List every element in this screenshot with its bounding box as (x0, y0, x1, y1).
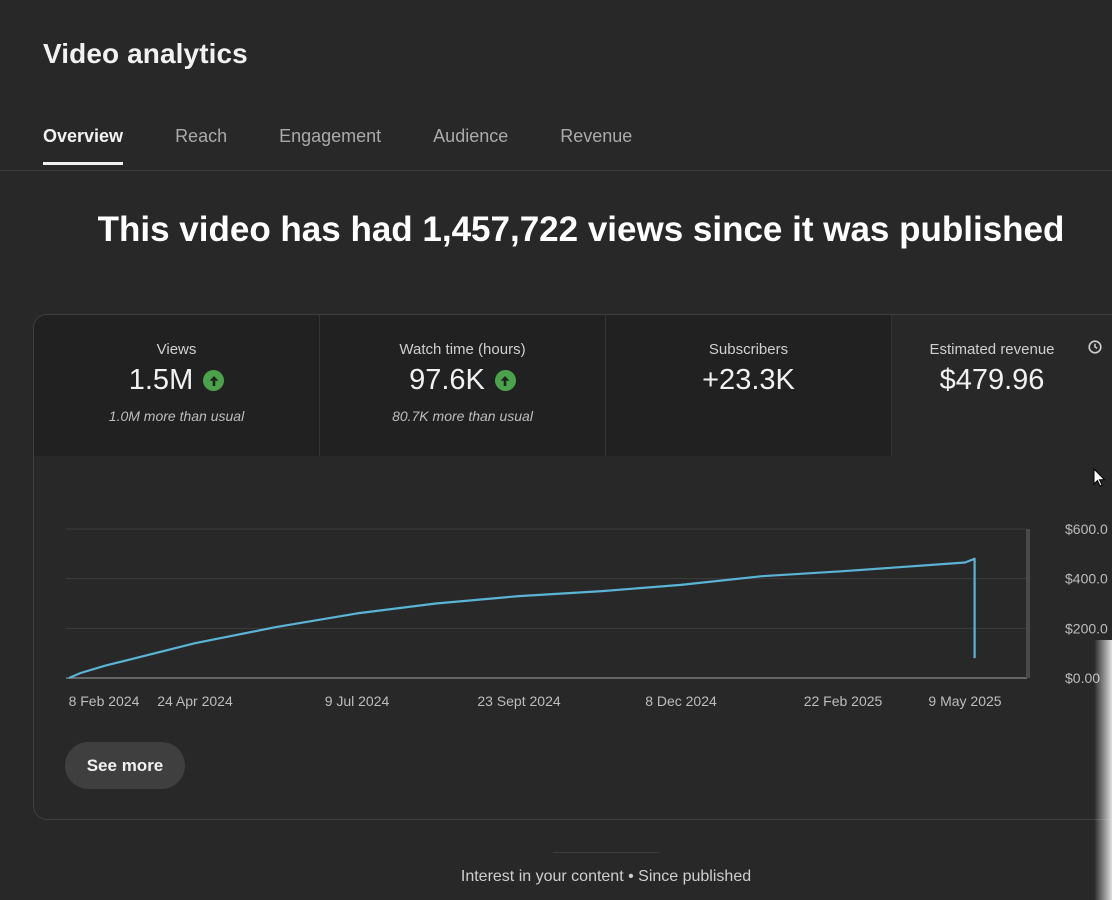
y-tick-label: $0.00 (1065, 670, 1100, 686)
metric-estimated-revenue[interactable]: Estimated revenue $479.96 (892, 315, 1112, 456)
tab-audience[interactable]: Audience (433, 126, 509, 146)
views-headline: This video has had 1,457,722 views since… (97, 210, 1065, 249)
edge-shade (1094, 640, 1112, 900)
y-tick-label: $600.0 (1065, 521, 1108, 537)
mouse-cursor-icon (1093, 467, 1106, 493)
see-more-button[interactable]: See more (65, 742, 185, 789)
metric-value: $479.96 (939, 364, 1045, 396)
y-tick-label: $200.0 (1065, 620, 1108, 636)
latest-period-marker (1026, 529, 1030, 678)
arrow-up-icon (203, 370, 225, 391)
tab-overview[interactable]: Overview (43, 116, 124, 165)
metric-views[interactable]: Views 1.5M 1.0M more than usual (34, 315, 320, 456)
metric-watch-time[interactable]: Watch time (hours) 97.6K 80.7K more than… (320, 315, 606, 456)
y-tick-label: $400.0 (1065, 571, 1108, 587)
revenue-series-line (68, 557, 976, 680)
metric-value: 1.5M (128, 364, 194, 396)
page-title: Video analytics (43, 38, 248, 69)
clock-icon[interactable] (1088, 340, 1102, 359)
metric-label: Views (156, 341, 197, 358)
x-tick-label: 8 Feb 2024 (69, 693, 140, 709)
metric-value: 97.6K (409, 364, 485, 396)
metrics-row: Views 1.5M 1.0M more than usual Watch ti… (34, 315, 1112, 456)
tab-reach[interactable]: Reach (175, 126, 228, 146)
revenue-line-chart: $600.0 $400.0 $200.0 $0.00 8 Feb 2024 24 Apr … (66, 521, 1108, 709)
x-tick-label: 22 Feb 2025 (804, 693, 883, 709)
tab-engagement[interactable]: Engagement (279, 126, 382, 146)
tab-revenue[interactable]: Revenue (560, 126, 633, 146)
x-tick-label: 9 May 2025 (928, 693, 1001, 709)
arrow-up-icon (494, 370, 516, 391)
section-heading: Interest in your content • Since publish… (460, 868, 752, 885)
x-tick-label: 23 Sept 2024 (477, 693, 561, 709)
tabs-divider (0, 170, 1112, 171)
overview-card: Views 1.5M 1.0M more than usual Watch ti… (33, 314, 1112, 820)
x-tick-label: 24 Apr 2024 (157, 693, 233, 709)
metric-label: Estimated revenue (929, 341, 1055, 358)
analytics-tabs: Overview Reach Engagement Audience Reven… (43, 116, 684, 165)
x-tick-label: 9 Jul 2024 (325, 693, 390, 709)
x-tick-label: 8 Dec 2024 (645, 693, 717, 709)
section-divider (553, 852, 660, 853)
metric-comparison: 80.7K more than usual (392, 408, 533, 424)
metric-label: Watch time (hours) (399, 341, 526, 358)
metric-value: +23.3K (702, 364, 795, 396)
metric-label: Subscribers (708, 341, 789, 358)
metric-subscribers[interactable]: Subscribers +23.3K (606, 315, 892, 456)
metric-comparison: 1.0M more than usual (108, 408, 245, 424)
